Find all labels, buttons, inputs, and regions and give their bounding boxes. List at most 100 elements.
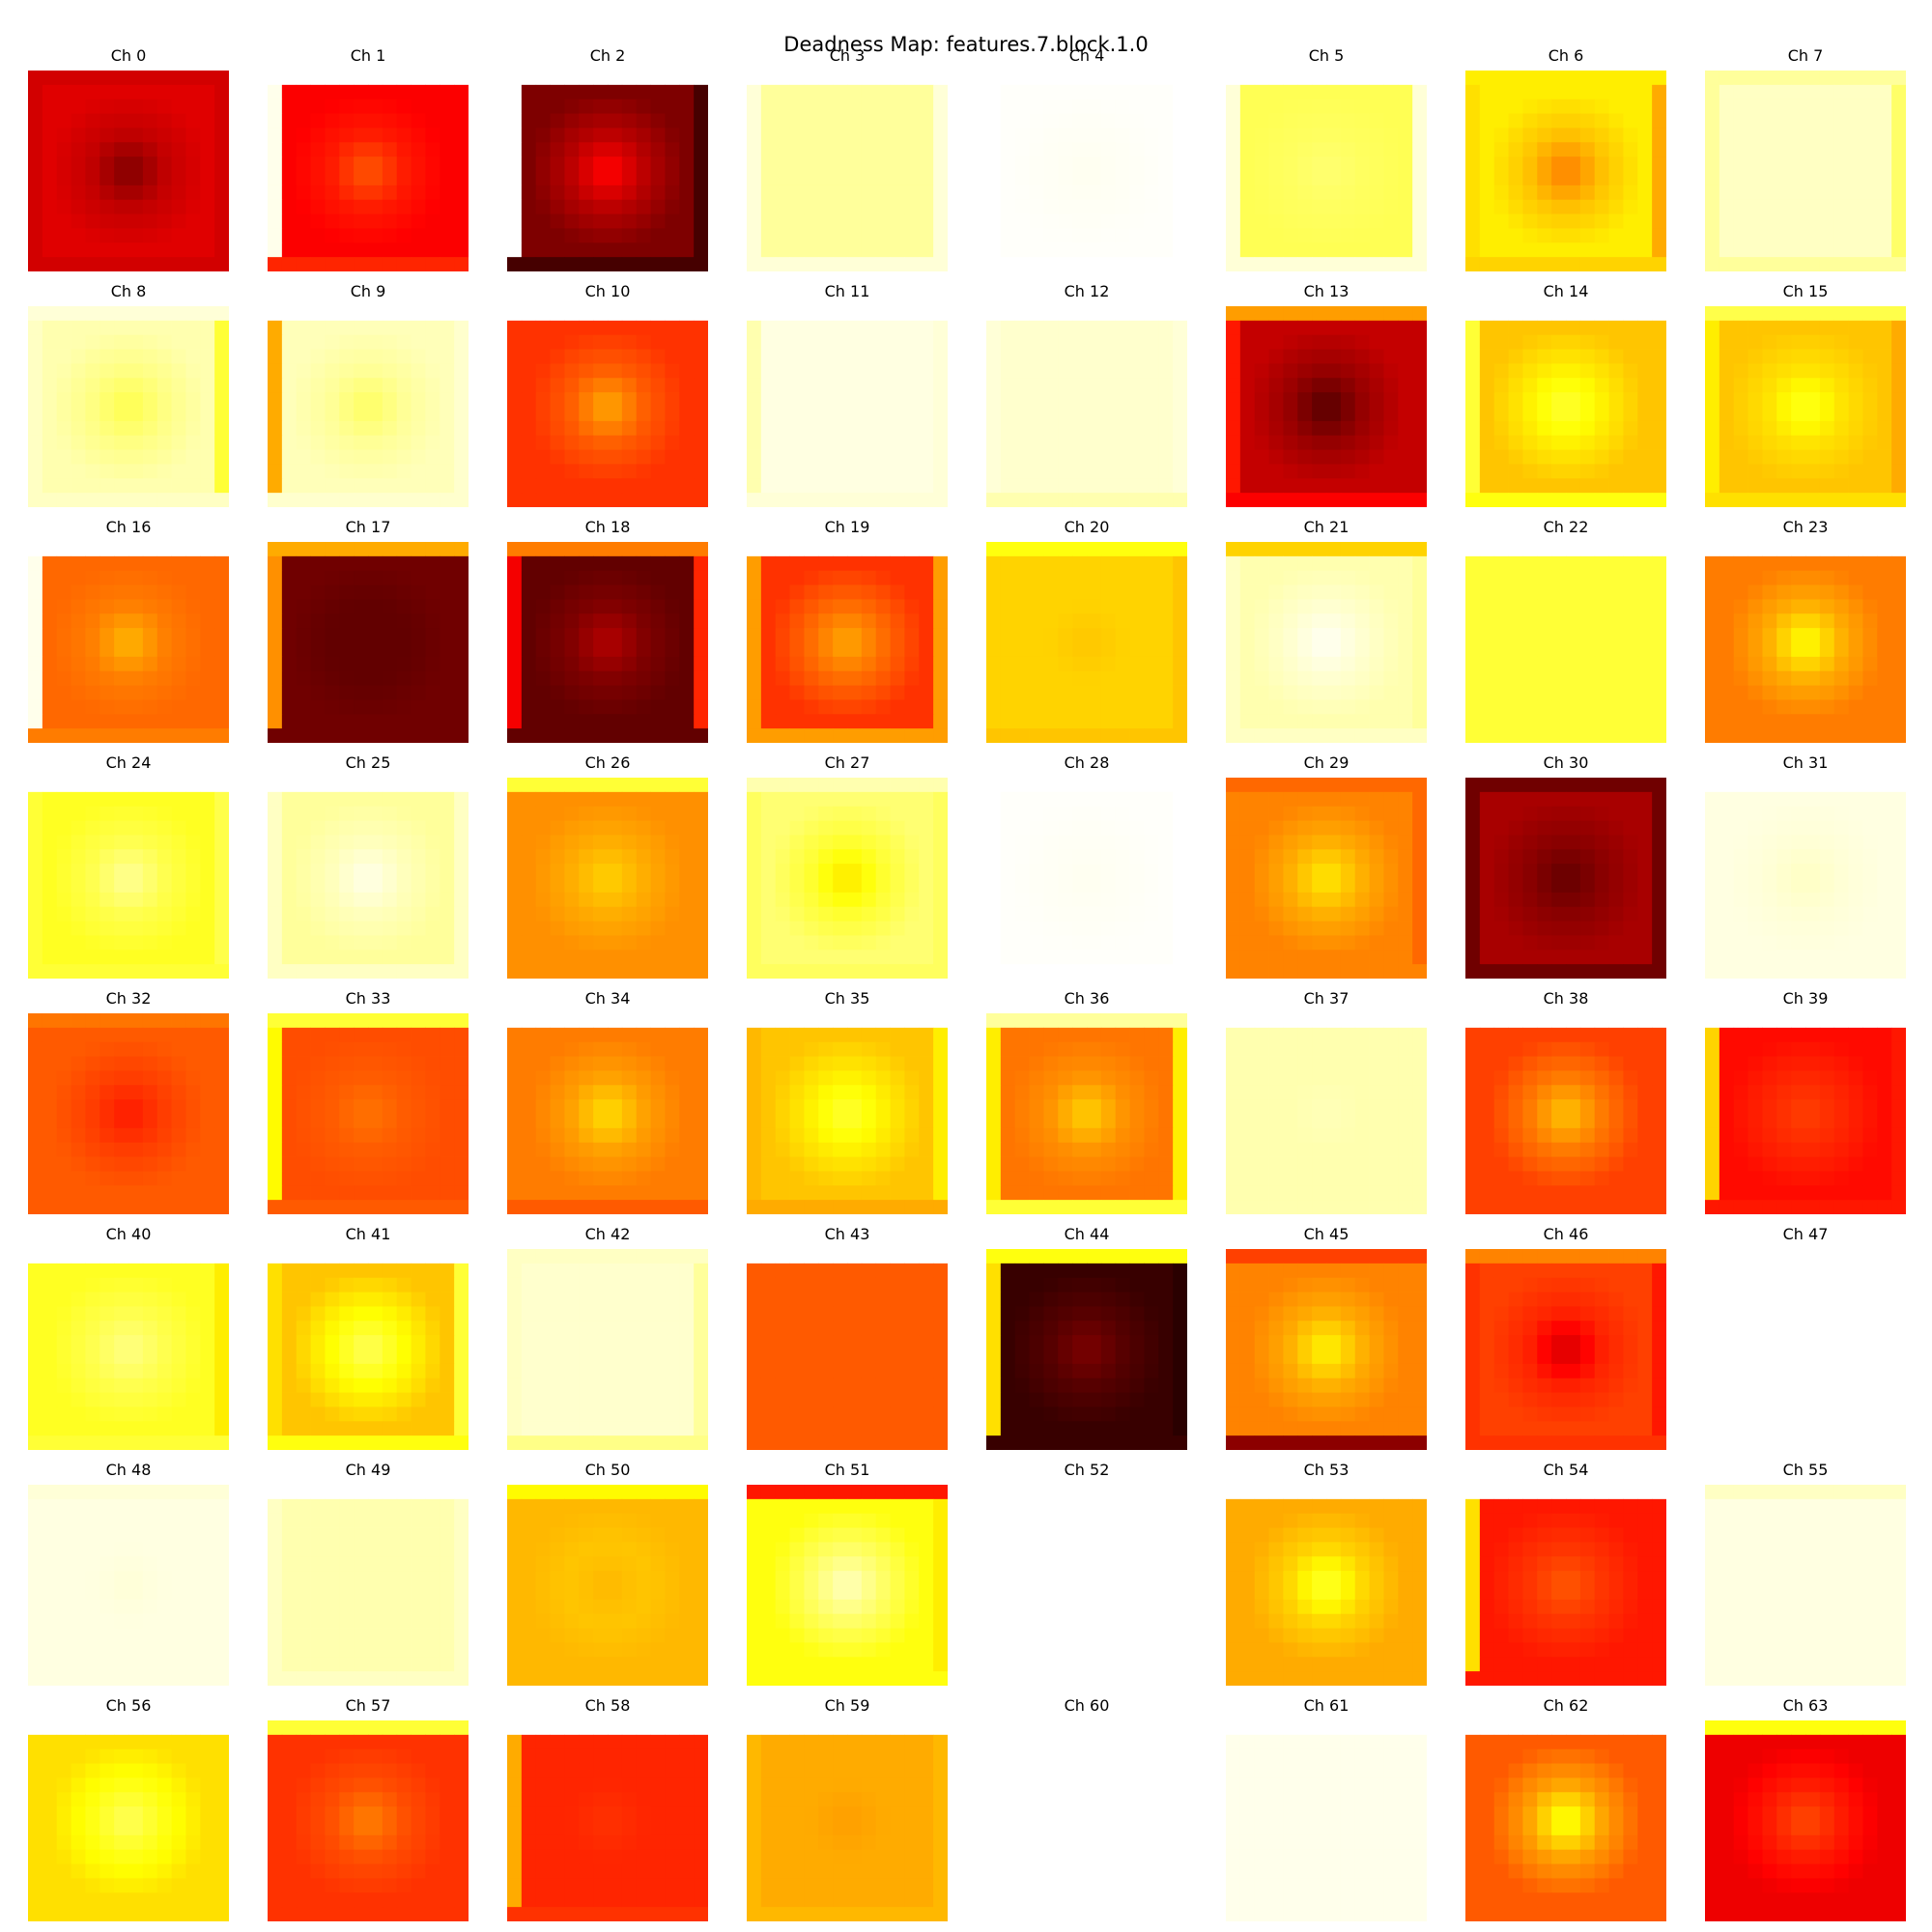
heatmap-cell — [818, 378, 834, 393]
heatmap-cell — [507, 213, 523, 229]
heatmap-cell — [1254, 642, 1269, 658]
heatmap-cell — [933, 84, 948, 100]
heatmap-cell — [99, 964, 115, 979]
heatmap — [268, 71, 469, 271]
heatmap-cell — [1733, 349, 1748, 364]
heatmap-cell — [1652, 128, 1666, 143]
heatmap-cell — [919, 656, 934, 672]
heatmap-cell — [760, 435, 777, 450]
heatmap-cell — [71, 613, 86, 629]
heatmap-cell — [1776, 464, 1792, 479]
heatmap-cell — [411, 555, 426, 572]
heatmap-cell — [804, 378, 819, 393]
heatmap-cell — [1340, 84, 1356, 100]
heatmap-cell — [440, 84, 455, 100]
heatmap-cell — [1579, 555, 1596, 572]
heatmap-cell — [1029, 334, 1044, 350]
heatmap-cell — [42, 642, 58, 658]
heatmap-cell — [1566, 99, 1581, 114]
heatmap-cell — [28, 113, 43, 128]
heatmap — [268, 542, 469, 743]
heatmap-cell — [1014, 642, 1030, 658]
heatmap-cell — [281, 185, 298, 201]
heatmap-cell — [56, 820, 71, 836]
heatmap-cell — [1537, 420, 1552, 437]
heatmap-cell — [1608, 656, 1624, 672]
heatmap-cell — [281, 257, 298, 271]
heatmap-cell — [650, 171, 666, 186]
heatmap-cell — [1014, 555, 1030, 572]
heatmap-cell — [42, 493, 58, 507]
heatmap-cell — [142, 964, 158, 979]
heatmap-cell — [440, 642, 455, 658]
heatmap-cell — [128, 99, 144, 114]
heatmap-cell — [440, 71, 455, 86]
heatmap-cell — [1508, 128, 1523, 143]
heatmap-cell — [156, 113, 172, 128]
heatmap-cell — [1144, 555, 1159, 572]
heatmap-cell — [875, 728, 891, 743]
heatmap-cell — [71, 820, 86, 836]
heatmap-cell — [1594, 156, 1609, 172]
heatmap-cell — [1791, 392, 1806, 408]
heatmap-cell — [890, 728, 905, 743]
heatmap-cell — [28, 349, 43, 364]
heatmap-cell — [1733, 728, 1748, 743]
heatmap-cell — [890, 334, 905, 350]
heatmap-cell — [454, 570, 469, 585]
heatmap-cell — [847, 599, 863, 614]
heatmap-cell — [804, 478, 819, 494]
heatmap-cell — [1776, 113, 1792, 128]
heatmap-cell — [1369, 714, 1384, 729]
heatmap-cell — [1029, 628, 1044, 643]
heatmap-cell — [1705, 349, 1720, 364]
heatmap-cell — [775, 156, 790, 172]
heatmap-cell — [1340, 714, 1356, 729]
heatmap-cell — [1087, 171, 1102, 186]
heatmap-cell — [1173, 478, 1187, 494]
heatmap-cell — [56, 778, 71, 793]
heatmap-cell — [875, 478, 891, 494]
heatmap-cell — [1000, 699, 1016, 715]
heatmap-cell — [1537, 656, 1552, 672]
heatmap-cell — [1268, 542, 1284, 557]
heatmap-cell — [1058, 584, 1073, 600]
heatmap-cell — [1848, 171, 1863, 186]
heatmap-cell — [1058, 185, 1073, 201]
heatmap-cell — [440, 407, 455, 422]
heatmap-cell — [1522, 392, 1538, 408]
panel-title: Ch 1 — [350, 46, 386, 65]
heatmap-cell — [535, 478, 551, 494]
heatmap-cell — [1551, 199, 1567, 214]
heatmap-cell — [354, 392, 369, 408]
heatmap-cell — [128, 142, 144, 157]
heatmap-cell — [296, 420, 311, 437]
heatmap-cell — [1326, 728, 1342, 743]
heatmap-cell — [535, 199, 551, 214]
heatmap-cell — [904, 228, 920, 243]
heatmap-cell — [789, 599, 805, 614]
heatmap-cell — [1226, 320, 1241, 336]
heatmap-cell — [325, 670, 340, 686]
heatmap-cell — [986, 670, 1002, 686]
heatmap-cell — [1412, 378, 1427, 393]
heatmap-cell — [114, 613, 129, 629]
heatmap-cell — [1087, 306, 1102, 322]
heatmap-cell — [593, 555, 609, 572]
heatmap-cell — [904, 99, 920, 114]
heatmap-cell — [85, 778, 100, 793]
heatmap-cell — [1465, 493, 1481, 507]
heatmap-cell — [1465, 407, 1481, 422]
heatmap-cell — [1522, 306, 1538, 322]
heatmap-cell — [1819, 449, 1835, 465]
heatmap-cell — [1115, 334, 1130, 350]
heatmap-cell — [1014, 334, 1030, 350]
heatmap-cell — [1776, 570, 1792, 585]
heatmap-cell — [214, 257, 229, 271]
heatmap-cell — [1551, 171, 1567, 186]
heatmap-cell — [1652, 584, 1666, 600]
heatmap-cell — [1268, 113, 1284, 128]
heatmap-cell — [411, 728, 426, 743]
heatmap-cell — [171, 363, 186, 379]
heatmap-cell — [1848, 613, 1863, 629]
